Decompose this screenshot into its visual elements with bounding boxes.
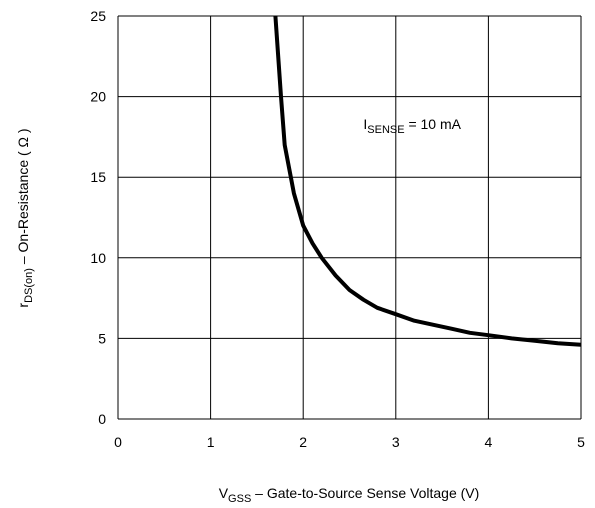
y-tick-label: 20 (90, 89, 106, 105)
grid (117, 15, 582, 420)
y-axis-label: rDS(on) – On-Resistance ( Ω ) (15, 128, 35, 307)
y-tick-label: 10 (90, 250, 106, 266)
x-tick-label: 1 (207, 434, 215, 450)
annotation-subscript: SENSE (367, 124, 404, 136)
x-axis-label-symbol: V (219, 485, 229, 501)
x-tick-label: 3 (392, 434, 400, 450)
x-tick-label: 2 (299, 434, 307, 450)
annotation-i-sense: ISENSE = 10 mA (363, 116, 461, 136)
y-tick-label: 25 (90, 8, 106, 24)
annotation-symbol: I (363, 116, 367, 132)
x-tick-label: 5 (577, 434, 585, 450)
y-tick-label: 0 (98, 411, 106, 427)
x-axis-label: VGSS – Gate-to-Source Sense Voltage (V) (219, 485, 480, 505)
y-axis-label-text: – On-Resistance ( Ω ) (15, 128, 31, 268)
x-axis-label-text: – Gate-to-Source Sense Voltage (V) (251, 485, 479, 501)
x-tick-label: 0 (114, 434, 122, 450)
series-line (273, 15, 582, 347)
annotation-value: = 10 mA (405, 116, 462, 132)
tick-labels: 0 1 2 3 4 5 0 5 10 15 20 25 (90, 8, 585, 450)
y-axis-label-subscript: DS(on) (23, 268, 35, 303)
plot-background (118, 16, 581, 419)
x-tick-label: 4 (485, 434, 493, 450)
y-tick-label: 15 (90, 169, 106, 185)
y-tick-label: 5 (98, 330, 106, 346)
y-axis-label-symbol: r (15, 303, 31, 308)
x-axis-label-subscript: GSS (228, 493, 251, 505)
